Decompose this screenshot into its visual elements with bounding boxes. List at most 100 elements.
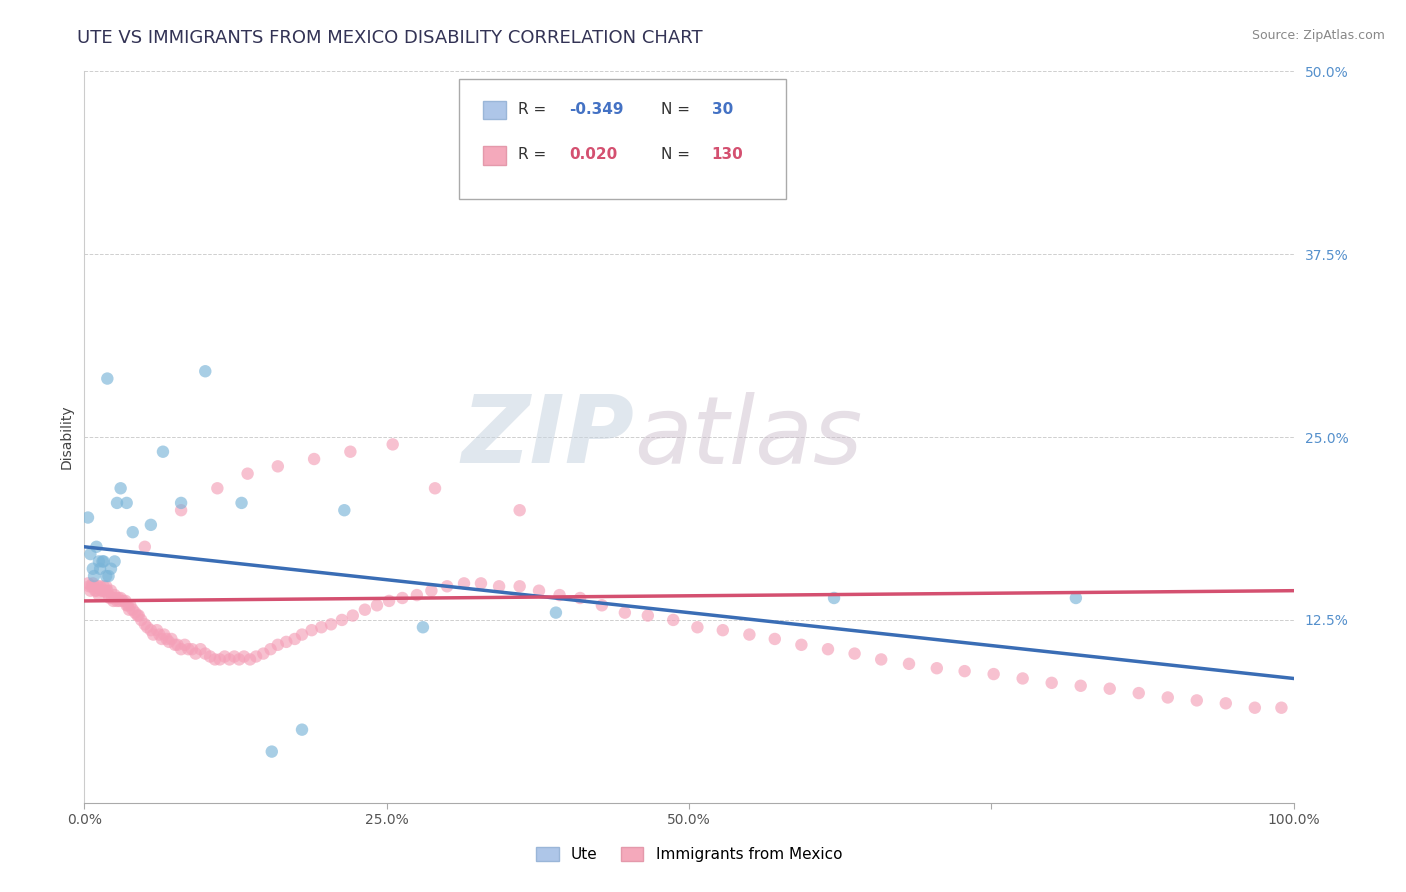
Text: Source: ZipAtlas.com: Source: ZipAtlas.com <box>1251 29 1385 42</box>
Point <box>139 623 162 637</box>
Point <box>190 642 212 657</box>
Point <box>118 603 141 617</box>
Text: atlas: atlas <box>634 392 863 483</box>
Point <box>142 627 165 641</box>
Point <box>953 664 976 678</box>
Point <box>120 599 142 613</box>
Point <box>170 496 193 510</box>
Point <box>204 652 226 666</box>
Point <box>470 576 492 591</box>
Point <box>91 583 114 598</box>
Point <box>100 562 122 576</box>
Point <box>152 444 174 458</box>
Point <box>319 617 342 632</box>
Point <box>87 588 110 602</box>
Point <box>112 594 135 608</box>
Point <box>302 452 325 467</box>
Point <box>121 603 143 617</box>
Point <box>124 606 146 620</box>
Point <box>77 576 100 591</box>
Point <box>231 496 253 510</box>
Text: -0.349: -0.349 <box>569 102 623 117</box>
Point <box>134 540 156 554</box>
Point <box>259 642 281 657</box>
Point <box>420 583 443 598</box>
Point <box>87 554 110 568</box>
Point <box>260 745 283 759</box>
Point <box>79 583 101 598</box>
Point <box>134 617 156 632</box>
Point <box>870 652 893 666</box>
Point <box>218 652 240 666</box>
Point <box>686 620 709 634</box>
Point <box>94 569 117 583</box>
Point <box>94 579 117 593</box>
Point <box>93 579 115 593</box>
Point <box>194 364 217 378</box>
FancyBboxPatch shape <box>460 78 786 200</box>
Point <box>378 594 401 608</box>
Point <box>509 579 531 593</box>
Point <box>155 632 177 646</box>
Point <box>160 632 183 646</box>
Point <box>1270 700 1292 714</box>
Point <box>591 599 613 613</box>
Point <box>77 510 100 524</box>
Point <box>93 554 115 568</box>
Point <box>79 547 101 561</box>
Point <box>1243 700 1265 714</box>
Text: R =: R = <box>519 102 551 117</box>
Point <box>105 496 128 510</box>
Text: R =: R = <box>519 147 551 162</box>
Point <box>96 371 118 385</box>
Point <box>97 588 120 602</box>
Point <box>165 638 187 652</box>
Legend: Ute, Immigrants from Mexico: Ute, Immigrants from Mexico <box>530 841 848 868</box>
Text: ZIP: ZIP <box>461 391 634 483</box>
Point <box>104 588 127 602</box>
Point <box>157 635 180 649</box>
Point <box>177 642 200 657</box>
Point <box>228 652 250 666</box>
Point <box>184 647 207 661</box>
Point <box>763 632 786 646</box>
Point <box>100 583 122 598</box>
Point <box>82 562 104 576</box>
Point <box>817 642 839 657</box>
Point <box>330 613 353 627</box>
Text: N =: N = <box>661 147 695 162</box>
Point <box>527 583 550 598</box>
Point <box>983 667 1005 681</box>
Point <box>354 603 377 617</box>
Point <box>637 608 659 623</box>
Point <box>291 627 314 641</box>
Point <box>711 623 734 637</box>
Point <box>276 635 298 649</box>
Point <box>436 579 458 593</box>
Point <box>110 481 132 495</box>
Point <box>333 503 356 517</box>
Point <box>844 647 866 661</box>
Point <box>83 579 105 593</box>
Point <box>406 588 429 602</box>
Point <box>80 579 103 593</box>
Point <box>104 591 127 605</box>
Point <box>412 620 434 634</box>
Bar <box>484 146 506 165</box>
Text: 30: 30 <box>711 102 733 117</box>
Point <box>101 591 124 605</box>
Point <box>207 481 229 495</box>
Point <box>381 437 404 451</box>
Point <box>96 583 118 598</box>
Point <box>291 723 314 737</box>
Text: 0.020: 0.020 <box>569 147 617 162</box>
Point <box>267 459 290 474</box>
Point <box>150 632 173 646</box>
Point <box>509 503 531 517</box>
Point <box>391 591 413 605</box>
Point <box>1011 672 1033 686</box>
Point <box>898 657 921 671</box>
Point <box>194 647 217 661</box>
Point <box>1070 679 1092 693</box>
Point <box>239 652 262 666</box>
